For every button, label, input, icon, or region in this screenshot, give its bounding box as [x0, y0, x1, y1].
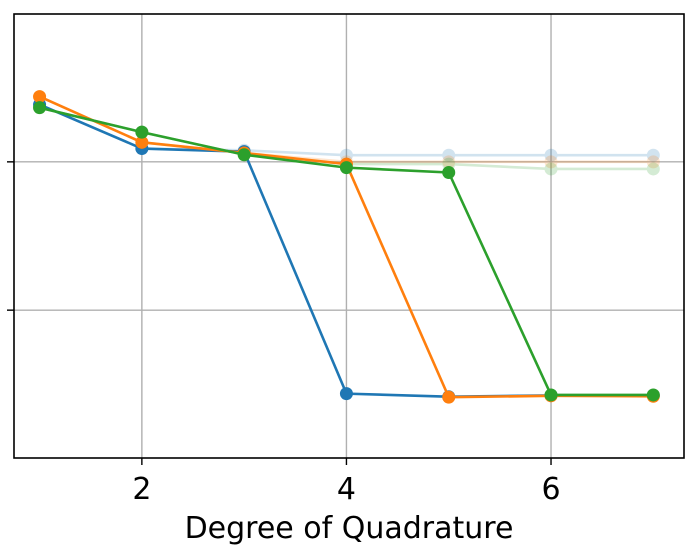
data-point: [646, 162, 660, 176]
data-point: [646, 155, 660, 169]
data-point: [237, 148, 251, 162]
series-layer: [33, 90, 660, 404]
data-point: [33, 101, 47, 115]
data-point: [339, 161, 353, 175]
data-point: [544, 162, 558, 176]
data-point: [442, 148, 456, 162]
data-point: [442, 390, 456, 404]
plot-frame: [13, 13, 685, 459]
data-point: [135, 135, 149, 149]
x-axis-label: Degree of Quadrature: [185, 511, 514, 546]
data-point: [339, 387, 353, 401]
x-tick-label: 4: [337, 472, 356, 507]
data-point: [544, 155, 558, 169]
data-point: [442, 166, 456, 180]
data-point: [544, 388, 558, 402]
data-point: [135, 125, 149, 139]
x-tick-label: 2: [132, 472, 151, 507]
data-point: [646, 148, 660, 162]
data-point: [339, 148, 353, 162]
x-tick-label: 6: [541, 472, 560, 507]
data-point: [442, 155, 456, 169]
x-axis-ticks: 2 4 6: [7, 161, 561, 507]
data-point: [33, 90, 47, 104]
series-2: [33, 101, 660, 402]
data-point: [544, 148, 558, 162]
data-point: [646, 388, 660, 402]
